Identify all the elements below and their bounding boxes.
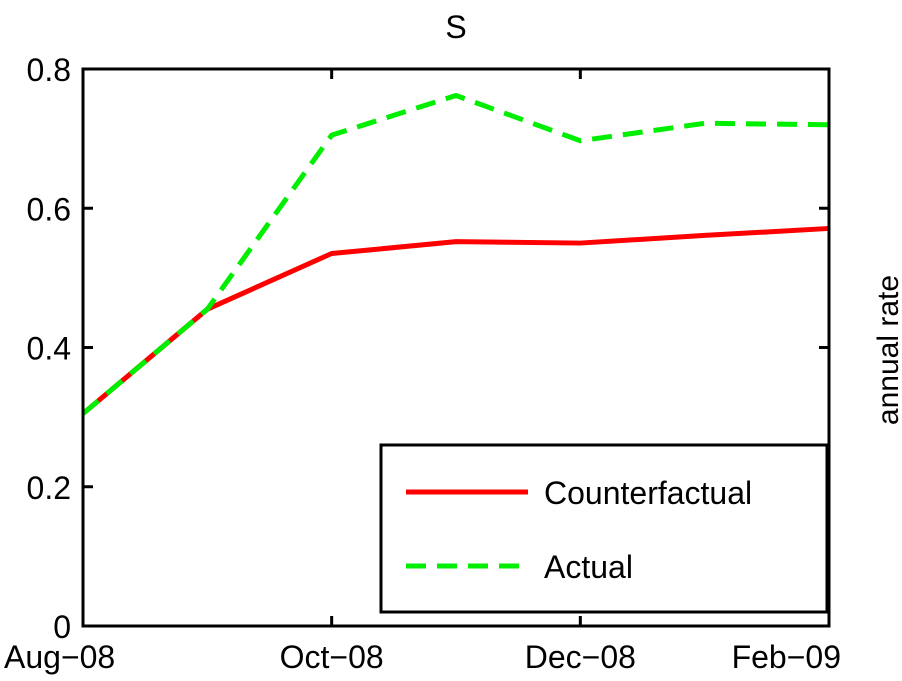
x-tick-label: Dec−08	[525, 639, 636, 675]
plot-area: 0 0.2 0.4 0.6 0.8 Aug−08 Oct−08 Dec−08 Feb−09	[4, 52, 841, 675]
chart-title: S	[445, 9, 466, 45]
legend-label-counterfactual: Counterfactual	[544, 475, 752, 511]
x-tick-label: Oct−08	[280, 639, 384, 675]
y-tick-label: 0.2	[27, 470, 71, 506]
y-axis-label: annual rate	[872, 275, 902, 425]
legend-label-actual: Actual	[544, 549, 633, 585]
x-tick-label: Aug−08	[4, 639, 115, 675]
legend: Counterfactual Actual	[379, 443, 829, 614]
y-tick-label: 0.6	[27, 191, 71, 227]
y-tick-label: 0.8	[27, 52, 71, 88]
y-tick-label: 0	[53, 609, 71, 645]
series-line-actual	[81, 92, 830, 416]
series-line-counterfactual	[81, 225, 830, 416]
plot-frame	[81, 67, 831, 628]
legend-box	[379, 443, 829, 614]
y-tick-label: 0.4	[27, 331, 71, 367]
x-tick-label: Feb−09	[732, 639, 841, 675]
